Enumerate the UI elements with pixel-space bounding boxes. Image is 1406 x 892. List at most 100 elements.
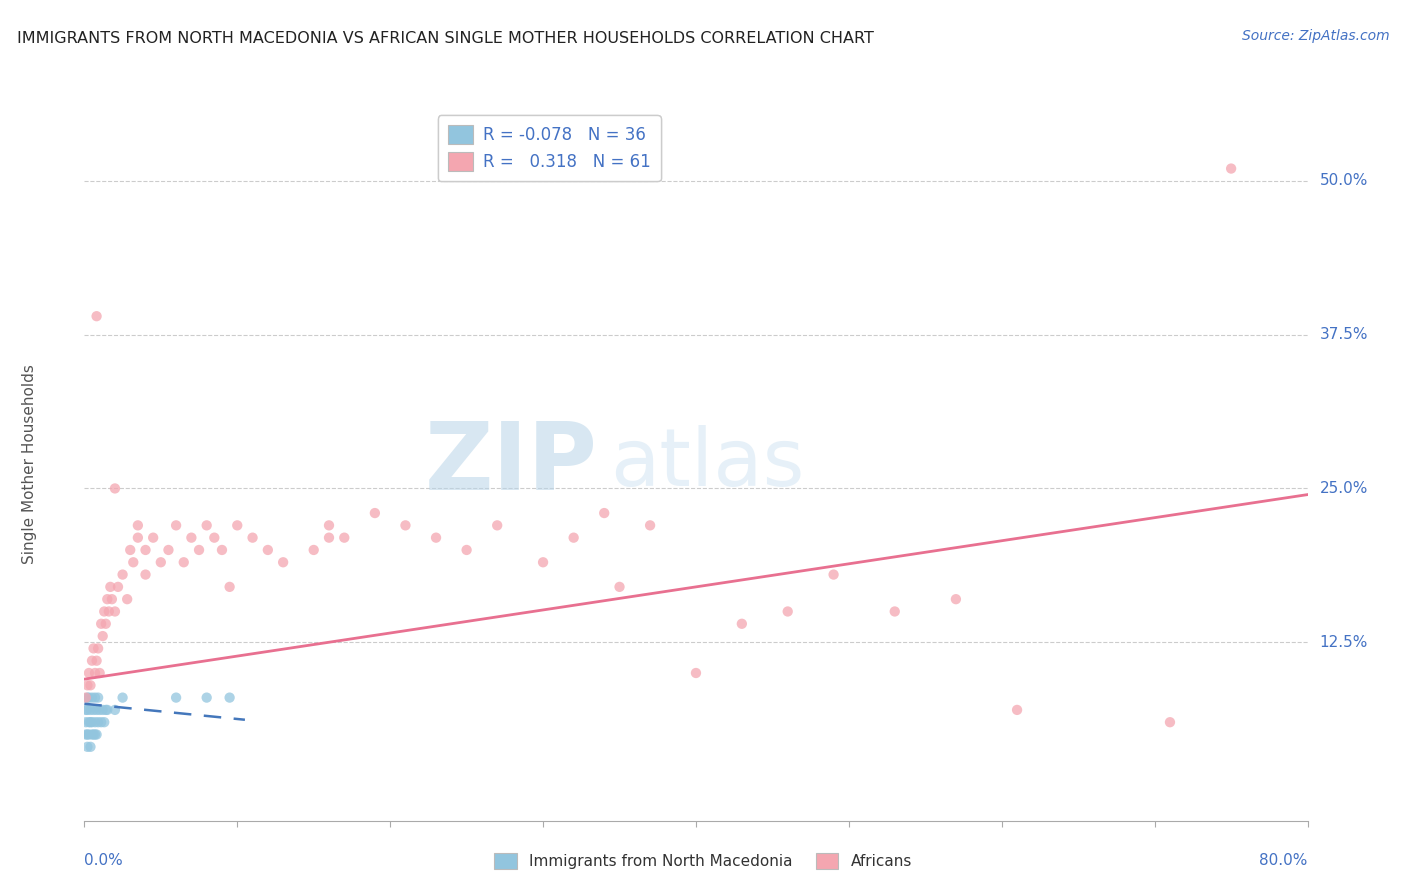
Text: 80.0%: 80.0% (1260, 853, 1308, 868)
Point (302, 543, 325, 558)
Text: ZIP: ZIP (425, 417, 598, 510)
Point (77, 715, 100, 730)
Point (135, 567, 157, 582)
Point (86, 727, 108, 741)
Point (87, 690, 110, 705)
Point (75, 715, 97, 730)
Point (173, 555, 195, 569)
Point (90, 616, 112, 631)
Point (394, 518, 416, 533)
Point (91, 629, 114, 643)
Point (104, 605, 127, 619)
Point (165, 518, 187, 533)
Point (80, 727, 103, 741)
Point (271, 555, 294, 569)
Point (157, 543, 180, 558)
Point (107, 580, 129, 594)
Point (318, 518, 340, 533)
Point (776, 605, 799, 619)
Point (823, 567, 845, 582)
Text: 12.5%: 12.5% (1320, 635, 1368, 649)
Point (89, 703, 111, 717)
Point (731, 616, 754, 631)
Point (93, 605, 115, 619)
Point (77, 727, 100, 741)
Point (195, 518, 218, 533)
Text: 0.0%: 0.0% (84, 853, 124, 868)
Point (111, 690, 134, 705)
Point (364, 506, 387, 520)
Point (94, 616, 117, 631)
Point (75, 703, 97, 717)
Point (76, 739, 98, 754)
Point (83, 727, 105, 741)
Text: 25.0%: 25.0% (1320, 481, 1368, 496)
Point (91, 703, 114, 717)
Point (104, 703, 127, 717)
Point (333, 531, 356, 545)
Point (79, 678, 101, 692)
Point (111, 567, 134, 582)
Point (104, 482, 127, 496)
Point (76, 690, 98, 705)
Point (218, 580, 240, 594)
Point (127, 531, 149, 545)
Point (226, 518, 249, 533)
Point (79, 715, 101, 730)
Point (883, 605, 905, 619)
Text: Single Mother Households: Single Mother Households (22, 364, 37, 564)
Point (80, 654, 103, 668)
Point (122, 555, 145, 569)
Point (77, 690, 100, 705)
Point (486, 518, 509, 533)
Point (84, 665, 107, 680)
Point (86, 309, 108, 323)
Legend: Immigrants from North Macedonia, Africans: Immigrants from North Macedonia, African… (488, 847, 918, 875)
Point (115, 592, 138, 607)
Point (77, 665, 100, 680)
Point (83, 641, 105, 656)
Point (318, 531, 340, 545)
Point (257, 543, 280, 558)
Legend: R = -0.078   N = 36, R =   0.318   N = 61: R = -0.078 N = 36, R = 0.318 N = 61 (437, 115, 661, 181)
Point (93, 715, 115, 730)
Point (609, 580, 631, 594)
Text: IMMIGRANTS FROM NORTH MACEDONIA VS AFRICAN SINGLE MOTHER HOUSEHOLDS CORRELATION : IMMIGRANTS FROM NORTH MACEDONIA VS AFRIC… (17, 31, 873, 46)
Point (96, 703, 118, 717)
Text: atlas: atlas (610, 425, 804, 503)
Point (242, 531, 264, 545)
Point (142, 531, 165, 545)
Point (76, 727, 98, 741)
Point (96, 592, 118, 607)
Point (79, 703, 101, 717)
Point (945, 592, 967, 607)
Point (135, 543, 157, 558)
Point (456, 543, 478, 558)
Text: 37.5%: 37.5% (1320, 327, 1368, 343)
Point (79, 739, 101, 754)
Point (562, 531, 585, 545)
Point (149, 555, 172, 569)
Point (87, 715, 110, 730)
Point (202, 531, 225, 545)
Point (127, 518, 149, 533)
Point (80, 715, 103, 730)
Point (87, 641, 110, 656)
Point (98, 580, 121, 594)
Point (425, 531, 447, 545)
Point (75, 727, 97, 741)
Point (165, 690, 187, 705)
Point (180, 531, 202, 545)
Point (1005, 703, 1028, 717)
Point (593, 506, 616, 520)
Point (218, 690, 240, 705)
Text: Source: ZipAtlas.com: Source: ZipAtlas.com (1241, 29, 1389, 43)
Point (638, 518, 661, 533)
Point (80, 690, 103, 705)
Point (86, 703, 108, 717)
Point (84, 727, 107, 741)
Point (84, 715, 107, 730)
Point (86, 654, 108, 668)
Point (89, 665, 111, 680)
Point (1220, 161, 1243, 176)
